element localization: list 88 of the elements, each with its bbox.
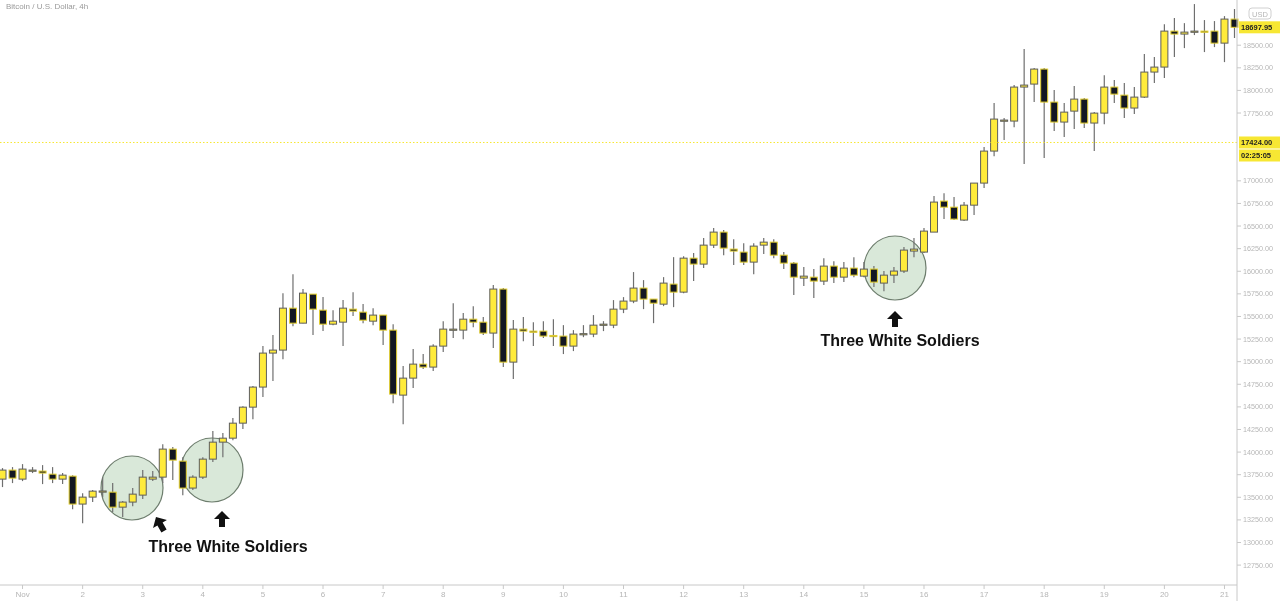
candlestick <box>399 365 408 425</box>
candlestick <box>248 385 257 420</box>
candlestick <box>1050 89 1059 132</box>
x-tick-label: 11 <box>619 590 629 599</box>
candlestick <box>409 348 418 389</box>
candlestick <box>1070 85 1079 130</box>
x-tick-label: 8 <box>440 590 446 599</box>
x-tick-label: 21 <box>1220 590 1230 599</box>
candlestick <box>1130 86 1139 115</box>
candlestick <box>379 314 388 346</box>
x-tick-label: 14 <box>799 590 809 599</box>
candlestick <box>1110 79 1119 104</box>
x-tick-label: 16 <box>919 590 929 599</box>
candlestick <box>1230 8 1239 39</box>
candlestick <box>799 266 808 287</box>
candlestick <box>168 446 177 481</box>
candlestick <box>98 476 107 498</box>
candlestick <box>919 227 928 254</box>
candlestick <box>138 469 147 500</box>
x-tick-label: 12 <box>679 590 689 599</box>
candlestick <box>739 242 748 266</box>
candlestick <box>1080 97 1089 129</box>
candlestick <box>469 305 478 328</box>
x-tick-label: 5 <box>260 590 266 599</box>
candlestick <box>1060 102 1069 138</box>
candlestick <box>128 487 137 507</box>
candlestick <box>429 343 438 372</box>
x-tick-label: 7 <box>380 590 386 599</box>
candlestick <box>769 238 778 259</box>
x-tick-label: 9 <box>501 590 507 599</box>
candlestick <box>849 256 858 278</box>
candlestick <box>889 266 898 284</box>
chart-title: Bitcoin / U.S. Dollar, 4h <box>6 2 89 11</box>
x-tick-label: Nov <box>15 590 30 599</box>
candlestick <box>108 482 117 513</box>
candlestick <box>749 242 758 275</box>
candlestick <box>689 252 698 282</box>
candlestick <box>238 405 247 430</box>
candlestick <box>198 456 207 480</box>
x-tick-label: 15 <box>859 590 869 599</box>
x-tick-label: 2 <box>80 590 86 599</box>
candlestick <box>829 260 838 284</box>
candlestick <box>729 238 738 266</box>
candlestick <box>218 432 227 458</box>
candlestick <box>719 229 728 256</box>
candlestick <box>970 182 979 216</box>
candlestick <box>809 268 818 299</box>
candlestick <box>329 309 338 326</box>
candlestick <box>319 296 328 332</box>
candlestick <box>439 320 448 353</box>
candlestick <box>1000 117 1009 141</box>
candlestick <box>659 276 668 307</box>
candlestick <box>1120 82 1129 119</box>
candlestick <box>669 256 678 308</box>
candlestick <box>519 316 528 342</box>
x-tick-label: 19 <box>1099 590 1110 599</box>
x-tick-label: 4 <box>200 590 206 599</box>
candlestick <box>879 270 888 292</box>
candlestick <box>1030 67 1039 103</box>
annotation: Three White Soldiers <box>820 332 980 349</box>
x-tick-label: 18 <box>1039 590 1050 599</box>
candlestick <box>899 246 908 274</box>
candlestick <box>819 257 828 286</box>
candlestick <box>869 265 878 288</box>
candlestick <box>349 291 358 317</box>
candlestick <box>459 312 468 340</box>
candlestick <box>699 237 708 269</box>
x-tick-label: 10 <box>558 590 569 599</box>
candlestick <box>1170 17 1179 58</box>
candlestick <box>268 334 277 382</box>
x-tick-label: 17 <box>979 590 990 599</box>
candlestick <box>940 192 949 220</box>
candlestick <box>228 417 237 441</box>
candlestick <box>339 299 348 347</box>
annotation: Three White Soldiers <box>148 538 308 555</box>
candlestick <box>449 302 458 339</box>
x-tick-label: 13 <box>739 590 749 599</box>
candlestick <box>309 293 318 336</box>
candlestick <box>208 430 217 463</box>
candlestick <box>0 467 7 488</box>
candlestick <box>709 227 718 249</box>
candlestick <box>369 307 378 326</box>
candlestick <box>789 261 798 296</box>
candlestick <box>909 237 918 258</box>
candlestick <box>288 273 297 327</box>
candlestick <box>359 303 368 324</box>
candlestick <box>839 261 848 283</box>
x-tick-label: 6 <box>320 590 326 599</box>
